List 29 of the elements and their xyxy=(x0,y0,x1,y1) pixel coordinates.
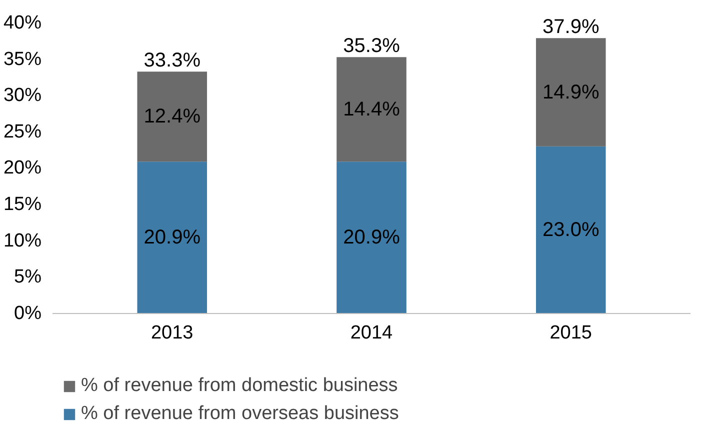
data-label: 23.0% xyxy=(542,218,600,241)
x-tick-label: 2014 xyxy=(350,322,394,344)
legend-label: % of revenue from domestic business xyxy=(81,375,398,397)
x-tick-label: 2013 xyxy=(150,322,194,344)
y-tick-label: 40% xyxy=(3,12,42,34)
bar xyxy=(137,72,208,162)
bar xyxy=(336,57,406,162)
data-label: 14.9% xyxy=(542,81,600,104)
x-tick-label: 2015 xyxy=(550,322,592,344)
data-label: 20.9% xyxy=(144,226,201,249)
total-label: 33.3% xyxy=(144,50,201,72)
total-label: 37.9% xyxy=(542,16,600,38)
y-tick-label: 0% xyxy=(14,302,42,324)
y-tick-label: 15% xyxy=(3,194,42,216)
y-tick-label: 5% xyxy=(14,266,42,288)
bar xyxy=(137,162,208,314)
y-tick-label: 30% xyxy=(3,85,42,106)
y-tick-label: 10% xyxy=(3,230,42,252)
bar xyxy=(536,38,606,146)
bar xyxy=(536,146,606,314)
y-tick-label: 25% xyxy=(3,121,42,142)
data-label: 12.4% xyxy=(144,106,201,128)
data-label: 20.9% xyxy=(343,226,400,249)
y-tick-label: 35% xyxy=(3,48,42,70)
bar xyxy=(336,162,406,314)
y-tick-label: 20% xyxy=(3,158,42,179)
data-label: 14.4% xyxy=(343,98,400,120)
legend-label: % of revenue from overseas business xyxy=(81,403,399,425)
total-label: 35.3% xyxy=(343,35,400,58)
